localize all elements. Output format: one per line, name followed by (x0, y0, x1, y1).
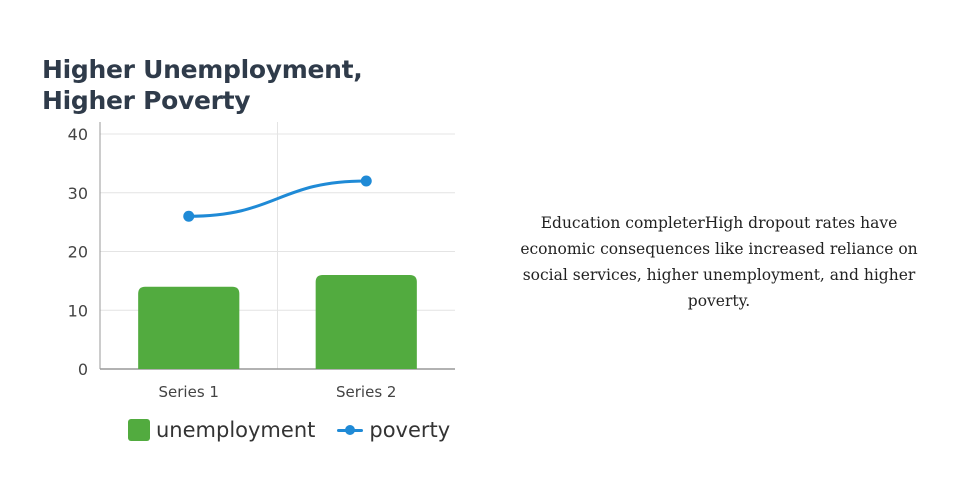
point-poverty (183, 210, 195, 222)
x-tick-label: Series 1 (159, 383, 219, 401)
y-tick-label: 10 (68, 301, 88, 320)
bar-unemployment (138, 286, 240, 369)
x-tick-label: Series 2 (336, 383, 396, 401)
point-poverty (360, 175, 372, 187)
legend-item-unemployment[interactable]: unemployment (128, 418, 315, 442)
legend-label-unemployment: unemployment (156, 418, 316, 442)
chart-title: Higher Unemployment, Higher Poverty (42, 55, 363, 115)
y-tick-label: 0 (78, 360, 88, 379)
legend-swatch-poverty (337, 419, 364, 441)
legend-swatch-unemployment (128, 419, 150, 441)
y-tick-label: 40 (68, 125, 88, 144)
bar-unemployment (315, 275, 417, 369)
chart-legend: unemployment poverty (128, 418, 472, 442)
line-poverty (187, 179, 368, 218)
legend-item-poverty[interactable]: poverty (337, 418, 450, 442)
description-text: Education completerHigh dropout rates ha… (520, 214, 918, 310)
legend-label-poverty: poverty (369, 418, 451, 442)
y-tick-label: 30 (68, 184, 88, 203)
y-tick-label: 20 (68, 243, 88, 262)
